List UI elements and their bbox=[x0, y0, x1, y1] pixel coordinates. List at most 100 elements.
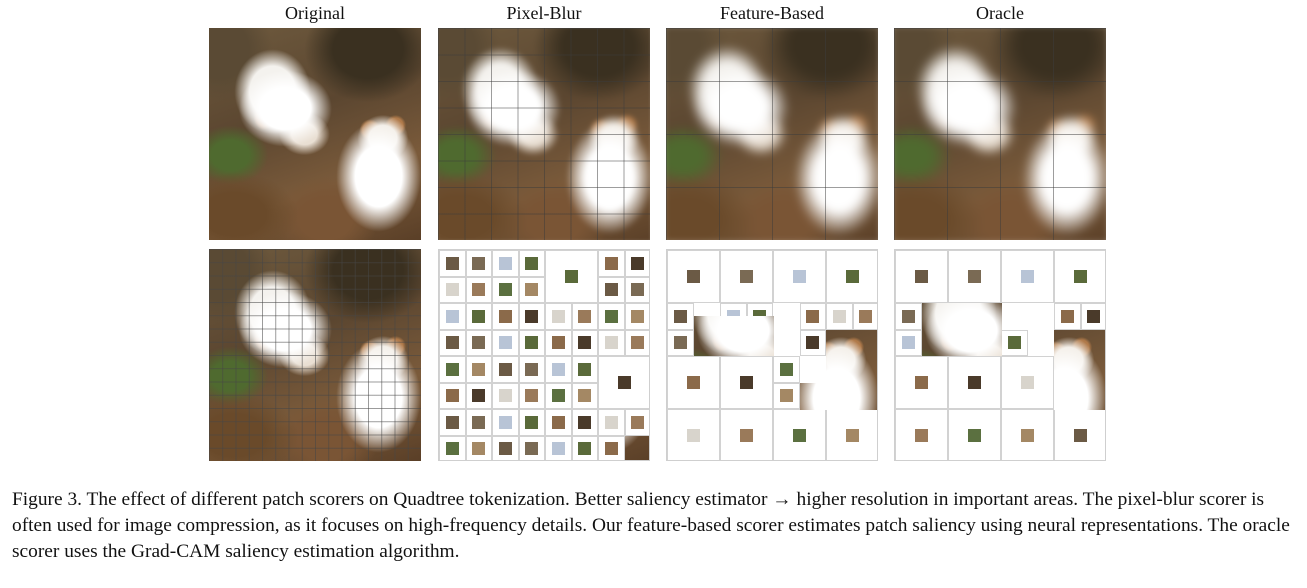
patch-cell bbox=[895, 409, 948, 460]
patch-cell bbox=[720, 356, 773, 409]
patch-cell bbox=[439, 435, 466, 460]
feature-based-image bbox=[666, 28, 878, 240]
patch-cell bbox=[465, 356, 492, 383]
original-image bbox=[209, 28, 421, 240]
patch-thumbnail bbox=[604, 309, 618, 323]
column-title-original: Original bbox=[285, 3, 345, 23]
patch-thumbnail bbox=[472, 256, 486, 270]
patch-cell bbox=[492, 276, 519, 303]
patch-thumbnail bbox=[631, 415, 645, 429]
patch-thumbnail bbox=[915, 376, 928, 389]
patch-thumbnail bbox=[859, 309, 873, 323]
patch-thumbnail bbox=[618, 376, 631, 389]
patch-thumbnail bbox=[901, 309, 915, 323]
full-res-patch bbox=[1054, 329, 1105, 410]
patch-cell bbox=[518, 356, 545, 383]
patch-cell bbox=[598, 276, 625, 303]
patch-cell bbox=[518, 250, 545, 277]
patch-thumbnail bbox=[779, 362, 793, 376]
patch-cell bbox=[571, 382, 598, 409]
patch-cell bbox=[948, 409, 1001, 460]
full-res-patch bbox=[693, 316, 774, 356]
patch-thumbnail bbox=[740, 270, 753, 283]
patch-thumbnail bbox=[445, 442, 459, 456]
patch-cell bbox=[598, 303, 625, 330]
patch-cell bbox=[1054, 303, 1081, 330]
patch-thumbnail bbox=[472, 283, 486, 297]
feature-based-tokens bbox=[666, 249, 878, 461]
patch-thumbnail bbox=[445, 415, 459, 429]
patch-cell bbox=[948, 356, 1001, 409]
patch-cell bbox=[545, 409, 572, 436]
patch-cell bbox=[826, 303, 853, 330]
patch-cell bbox=[624, 250, 649, 277]
patch-thumbnail bbox=[687, 429, 700, 442]
patch-cell bbox=[598, 250, 625, 277]
patch-cell bbox=[492, 250, 519, 277]
patch-thumbnail bbox=[793, 429, 806, 442]
patch-thumbnail bbox=[472, 442, 486, 456]
patch-cell bbox=[545, 382, 572, 409]
patch-cell bbox=[439, 250, 466, 277]
patch-thumbnail bbox=[1074, 429, 1087, 442]
dog-photo-crop bbox=[799, 382, 827, 410]
figure-label: Figure 3. bbox=[12, 489, 83, 510]
patch-cell bbox=[545, 356, 572, 383]
patch-cell bbox=[492, 356, 519, 383]
patch-cell bbox=[492, 409, 519, 436]
patch-thumbnail bbox=[846, 270, 859, 283]
patch-cell bbox=[439, 329, 466, 356]
patch-thumbnail bbox=[604, 442, 618, 456]
patch-thumbnail bbox=[578, 415, 592, 429]
patch-thumbnail bbox=[525, 389, 539, 403]
patch-thumbnail bbox=[578, 442, 592, 456]
patch-cell bbox=[492, 329, 519, 356]
patch-thumbnail bbox=[793, 270, 806, 283]
patch-thumbnail bbox=[445, 362, 459, 376]
dog-photo-crop bbox=[921, 303, 1002, 356]
patch-thumbnail bbox=[472, 415, 486, 429]
patch-cell bbox=[492, 303, 519, 330]
patch-cell bbox=[465, 250, 492, 277]
patch-thumbnail bbox=[1074, 270, 1087, 283]
patch-thumbnail bbox=[631, 256, 645, 270]
patch-cell bbox=[465, 329, 492, 356]
patch-cell bbox=[1001, 356, 1054, 409]
patch-cell bbox=[598, 356, 649, 409]
patch-thumbnail bbox=[498, 389, 512, 403]
patch-thumbnail bbox=[551, 415, 565, 429]
dog-photo bbox=[209, 28, 421, 240]
patch-thumbnail bbox=[901, 336, 915, 350]
patch-thumbnail bbox=[551, 442, 565, 456]
patch-cell bbox=[518, 276, 545, 303]
patch-cell bbox=[667, 356, 720, 409]
patch-thumbnail bbox=[832, 309, 846, 323]
patch-thumbnail bbox=[846, 429, 859, 442]
patch-cell bbox=[518, 382, 545, 409]
patch-cell bbox=[1054, 409, 1105, 460]
patch-thumbnail bbox=[604, 256, 618, 270]
patch-thumbnail bbox=[1021, 376, 1034, 389]
patch-thumbnail bbox=[578, 336, 592, 350]
patch-thumbnail bbox=[806, 336, 820, 350]
patch-cell bbox=[720, 250, 773, 303]
patch-cell bbox=[1001, 409, 1054, 460]
dog-photo-crop bbox=[826, 329, 877, 410]
patch-thumbnail bbox=[968, 270, 981, 283]
patch-cell bbox=[948, 250, 1001, 303]
patch-thumbnail bbox=[806, 309, 820, 323]
patch-cell bbox=[545, 250, 598, 303]
patch-thumbnail bbox=[525, 336, 539, 350]
patch-cell bbox=[799, 303, 826, 330]
quadtree-grid-overlay bbox=[666, 28, 878, 240]
patch-thumbnail bbox=[472, 336, 486, 350]
patch-thumbnail bbox=[1021, 429, 1034, 442]
patch-cell bbox=[439, 356, 466, 383]
patch-thumbnail bbox=[1007, 336, 1021, 350]
dog-photo-crop bbox=[693, 316, 774, 356]
column-title-oracle: Oracle bbox=[976, 3, 1024, 23]
patch-thumbnail bbox=[604, 336, 618, 350]
patch-thumbnail bbox=[525, 256, 539, 270]
patch-thumbnail bbox=[604, 415, 618, 429]
patch-cell bbox=[439, 382, 466, 409]
